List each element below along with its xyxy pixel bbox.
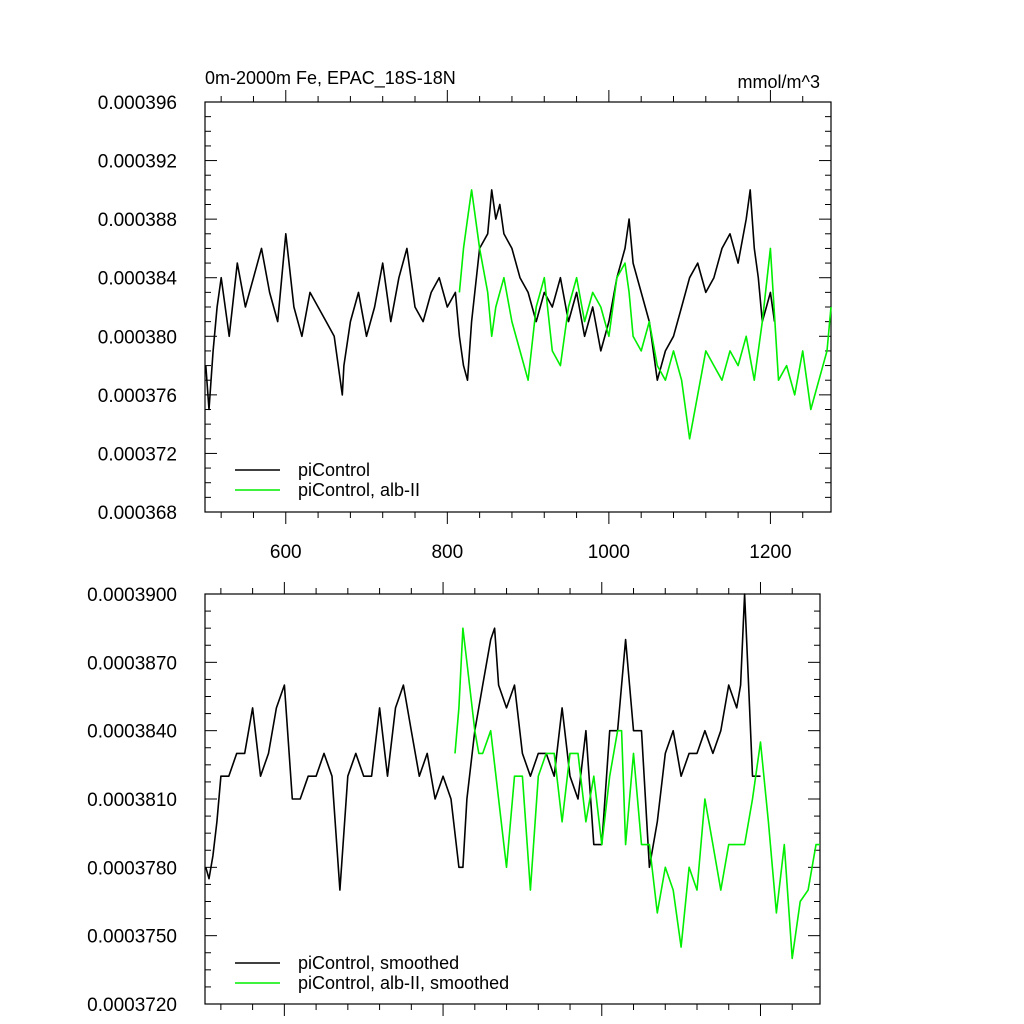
top-series-line-picontrol [205, 189, 776, 411]
bottom-legend-label-smoothed: piControl, smoothed [298, 953, 459, 973]
bottom-legend-label-alb-ii-smoothed: piControl, alb-II, smoothed [298, 973, 509, 993]
top-y-tick-label: 0.000376 [98, 386, 177, 407]
bottom-y-tick-label: 0.0003900 [87, 585, 177, 606]
top-plot-units: mmol/m^3 [738, 72, 820, 92]
bottom-legend: piControl, smoothed piControl, alb-II, s… [235, 953, 509, 993]
top-x-tick-label: 600 [270, 542, 302, 563]
top-plot-frame [204, 101, 832, 513]
bottom-y-tick-label: 0.0003870 [87, 653, 177, 674]
top-y-tick-label: 0.000384 [98, 269, 178, 290]
top-y-tick-label: 0.000380 [98, 327, 177, 348]
top-y-tick-label: 0.000392 [98, 152, 177, 173]
top-panel: 0.000368 0.000372 0.000376 0.000380 0.000384… [98, 68, 832, 563]
bottom-series-line-picontrol-alb-ii-smoothed [454, 627, 820, 960]
top-x-tick-label: 1000 [588, 542, 630, 563]
bottom-series-line-picontrol-smoothed [205, 593, 761, 891]
top-y-tick-label: 0.000388 [98, 210, 177, 231]
top-legend-label-alb-ii: piControl, alb-II [298, 480, 420, 500]
bottom-y-tick-label: 0.0003750 [87, 927, 177, 948]
bottom-panel: 0.0003720 0.0003750 0.0003780 0.0003810 0.00… [87, 582, 821, 1016]
top-y-tick-label: 0.000396 [98, 93, 177, 114]
top-x-tick-label: 1200 [749, 542, 791, 563]
top-series-line-picontrol-alb-ii [458, 189, 832, 440]
top-plot-title: 0m-2000m Fe, EPAC_18S-18N [205, 68, 456, 89]
top-legend-label-picontrol: piControl [298, 460, 370, 480]
bottom-y-tick-label: 0.0003720 [87, 995, 177, 1016]
bottom-y-tick-label: 0.0003780 [87, 858, 177, 879]
top-y-tick-label: 0.000372 [98, 444, 177, 465]
top-x-tick-label: 800 [431, 542, 463, 563]
bottom-y-tick-label: 0.0003840 [87, 722, 177, 743]
bottom-y-tick-label: 0.0003810 [87, 790, 177, 811]
top-legend: piControl piControl, alb-II [235, 460, 420, 500]
top-y-tick-label: 0.000368 [98, 503, 177, 524]
